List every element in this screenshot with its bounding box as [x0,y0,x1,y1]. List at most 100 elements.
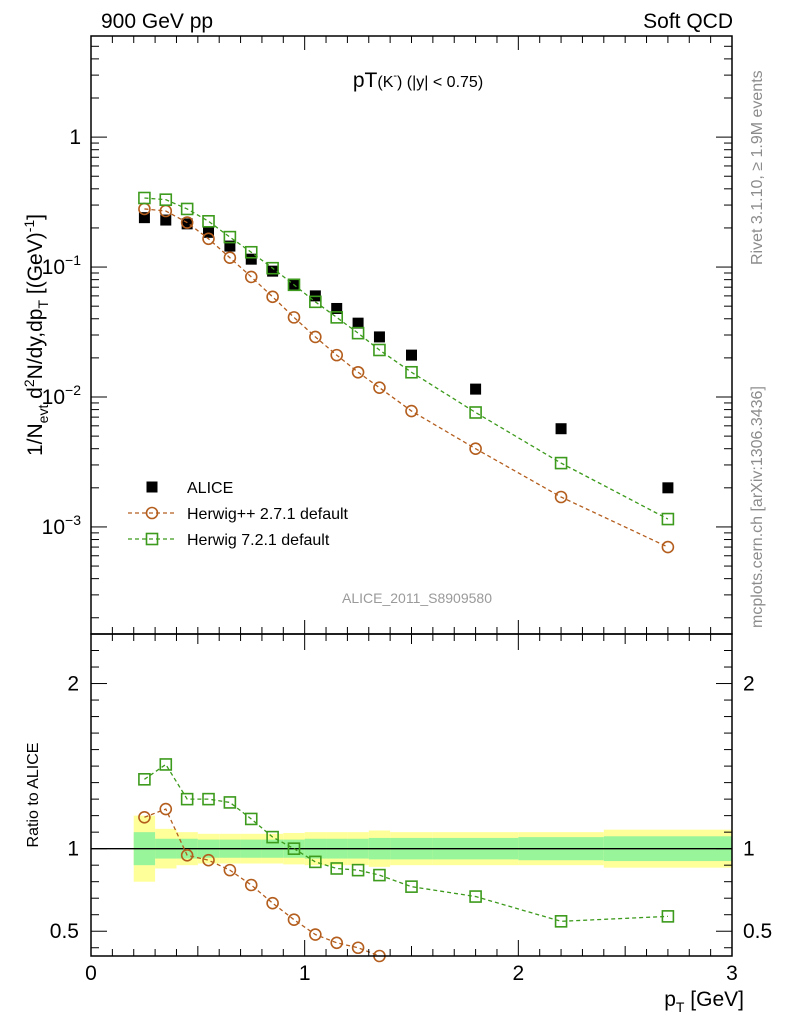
data-point-herwig-7-2-1-default [266,261,279,275]
ratio-point-herwig-7-2-1-default [330,862,344,875]
ratio-point-herwig-7-2-1-default [266,830,279,844]
ratio-xtick-label: 2 [512,962,524,985]
header-right: Soft QCD [643,10,733,33]
data-point-herwig-7-2-1-default [287,278,301,292]
ratio-point-herwig-2-7-1-default [202,853,215,867]
data-point-herwig-7-2-1-default [223,230,237,244]
legend-label-herwig-7-2-1-default: Herwig 7.2.1 default [187,532,330,549]
main-title-sup: - [393,70,397,82]
data-point-herwig-7-2-1-default [330,311,344,324]
data-point-alice [224,240,236,252]
data-point-alice [406,349,417,361]
ratio-point-herwig-2-7-1-default [330,936,344,950]
ratio-point-herwig-2-7-1-default [180,848,194,862]
data-point-herwig-2-7-1-default [351,365,365,379]
main-title: pT(K-) (|y| < 0.75) [353,69,483,92]
ratio-point-herwig-2-7-1-default [159,802,173,816]
data-point-herwig-2-7-1-default [287,311,301,324]
main-ytick-label: 1 [69,126,81,149]
ratio-point-herwig-2-7-1-default [244,878,258,892]
data-point-alice [352,317,364,329]
ratio-point-herwig-7-2-1-default [159,758,173,771]
ratio-point-herwig-7-2-1-default [351,863,365,877]
data-point-herwig-2-7-1-default [180,216,194,229]
data-point-herwig-2-7-1-default [309,330,322,344]
ratio-point-herwig-2-7-1-default [309,928,322,941]
ratio-xtick-label: 0 [85,962,97,985]
ratio-point-herwig-7-2-1-default [661,910,675,923]
data-point-herwig-7-2-1-default [554,456,568,470]
main-plot-area [138,191,675,554]
side-label-mcplots: mcplots.cern.ch [arXiv:1306.3436] [749,386,766,628]
legend-label-herwig-2-7-1-default: Herwig++ 2.7.1 default [187,506,349,523]
ratio-point-herwig-2-7-1-default [223,863,237,877]
legend-label-alice: ALICE [187,480,233,497]
ratio-xtick-label: 3 [726,962,738,985]
data-point-alice [267,265,279,277]
ratio-point-herwig-7-2-1-default [469,890,482,903]
data-point-herwig-2-7-1-default [202,232,215,246]
data-point-alice [203,226,215,238]
data-point-herwig-7-2-1-default [373,343,386,357]
main-title-sub: (K [377,74,393,91]
ratio-xlabel: pT [GeV] [664,988,744,1015]
ratio-point-herwig-7-2-1-default [180,792,194,806]
data-point-herwig-7-2-1-default [309,295,322,309]
data-point-herwig-2-7-1-default [266,290,279,304]
data-point-herwig-2-7-1-default [373,381,386,394]
ratio-ytick-label: 1 [67,838,79,861]
data-point-herwig-7-2-1-default [469,406,482,419]
main-ytick-label: 10−3 [42,512,82,539]
ratio-xtick-label: 1 [299,962,311,985]
ratio-point-herwig-2-7-1-default [351,941,365,955]
data-point-herwig-2-7-1-default [469,442,482,456]
ratio-axes: 0 1 2 30.5 0.51 12 2 [50,633,772,985]
ratio-ytick-label-right: 1 [743,838,755,861]
data-point-herwig-2-7-1-default [405,404,418,418]
ratio-ylabel: Ratio to ALICE [25,743,42,848]
ratio-point-herwig-2-7-1-default [287,913,301,926]
data-point-alice [160,214,172,226]
data-point-alice [555,423,567,435]
data-point-alice [373,331,385,343]
data-point-alice [181,218,193,230]
ratio-point-herwig-7-2-1-default [287,842,301,855]
data-point-herwig-2-7-1-default [223,251,237,265]
data-point-herwig-7-2-1-default [661,512,675,526]
watermark: ALICE_2011_S8909580 [342,590,492,606]
ratio-point-herwig-7-2-1-default [244,812,258,826]
data-point-herwig-7-2-1-default [405,365,418,379]
ratio-point-herwig-7-2-1-default [405,880,418,893]
ratio-point-herwig-7-2-1-default [138,773,151,786]
main-ytick-label: 10−2 [42,382,82,409]
data-point-herwig-7-2-1-default [159,193,173,206]
data-point-alice [138,212,150,224]
ratio-point-herwig-7-2-1-default [373,868,386,882]
data-point-herwig-7-2-1-default [202,214,215,228]
legend-marker-herwig-7-2-1-default [145,532,159,546]
ratio-ytick-label-right: 0.5 [743,920,772,943]
data-point-herwig-2-7-1-default [244,270,258,284]
main-title-tail: ) (|y| < 0.75) [397,74,483,91]
main-axes: 1 10−1 10−2 10−3 [42,35,733,634]
data-point-herwig-2-7-1-default [554,490,568,504]
ratio-ytick-label-right: 2 [743,673,755,696]
data-point-herwig-7-2-1-default [138,191,151,205]
ratio-point-herwig-7-2-1-default [309,855,322,869]
ratio-point-herwig-2-7-1-default [138,810,151,824]
ratio-point-herwig-7-2-1-default [554,915,568,928]
main-ylabel: 1/Nevt d2N/dy,dpT [(GeV)-1] [21,214,51,456]
legend: ALICE Herwig++ 2.7.1 default Herwig 7.2.1 … [128,480,349,549]
data-point-herwig-2-7-1-default [330,348,344,362]
side-label-rivet: Rivet 3.1.10, ≥ 1.9M events [749,70,766,265]
main-ytick-label: 10−1 [42,252,82,279]
ratio-frame [90,633,733,957]
header-left: 900 GeV pp [101,10,213,33]
ratio-line-herwig-7-2-1-default [144,763,668,922]
ratio-ytick-label: 2 [67,673,79,696]
series-line-herwig-7-2-1-default [144,197,669,520]
ratio-plot-area [91,758,732,963]
legend-marker-alice [146,481,158,493]
ratio-point-herwig-2-7-1-default [266,896,279,910]
